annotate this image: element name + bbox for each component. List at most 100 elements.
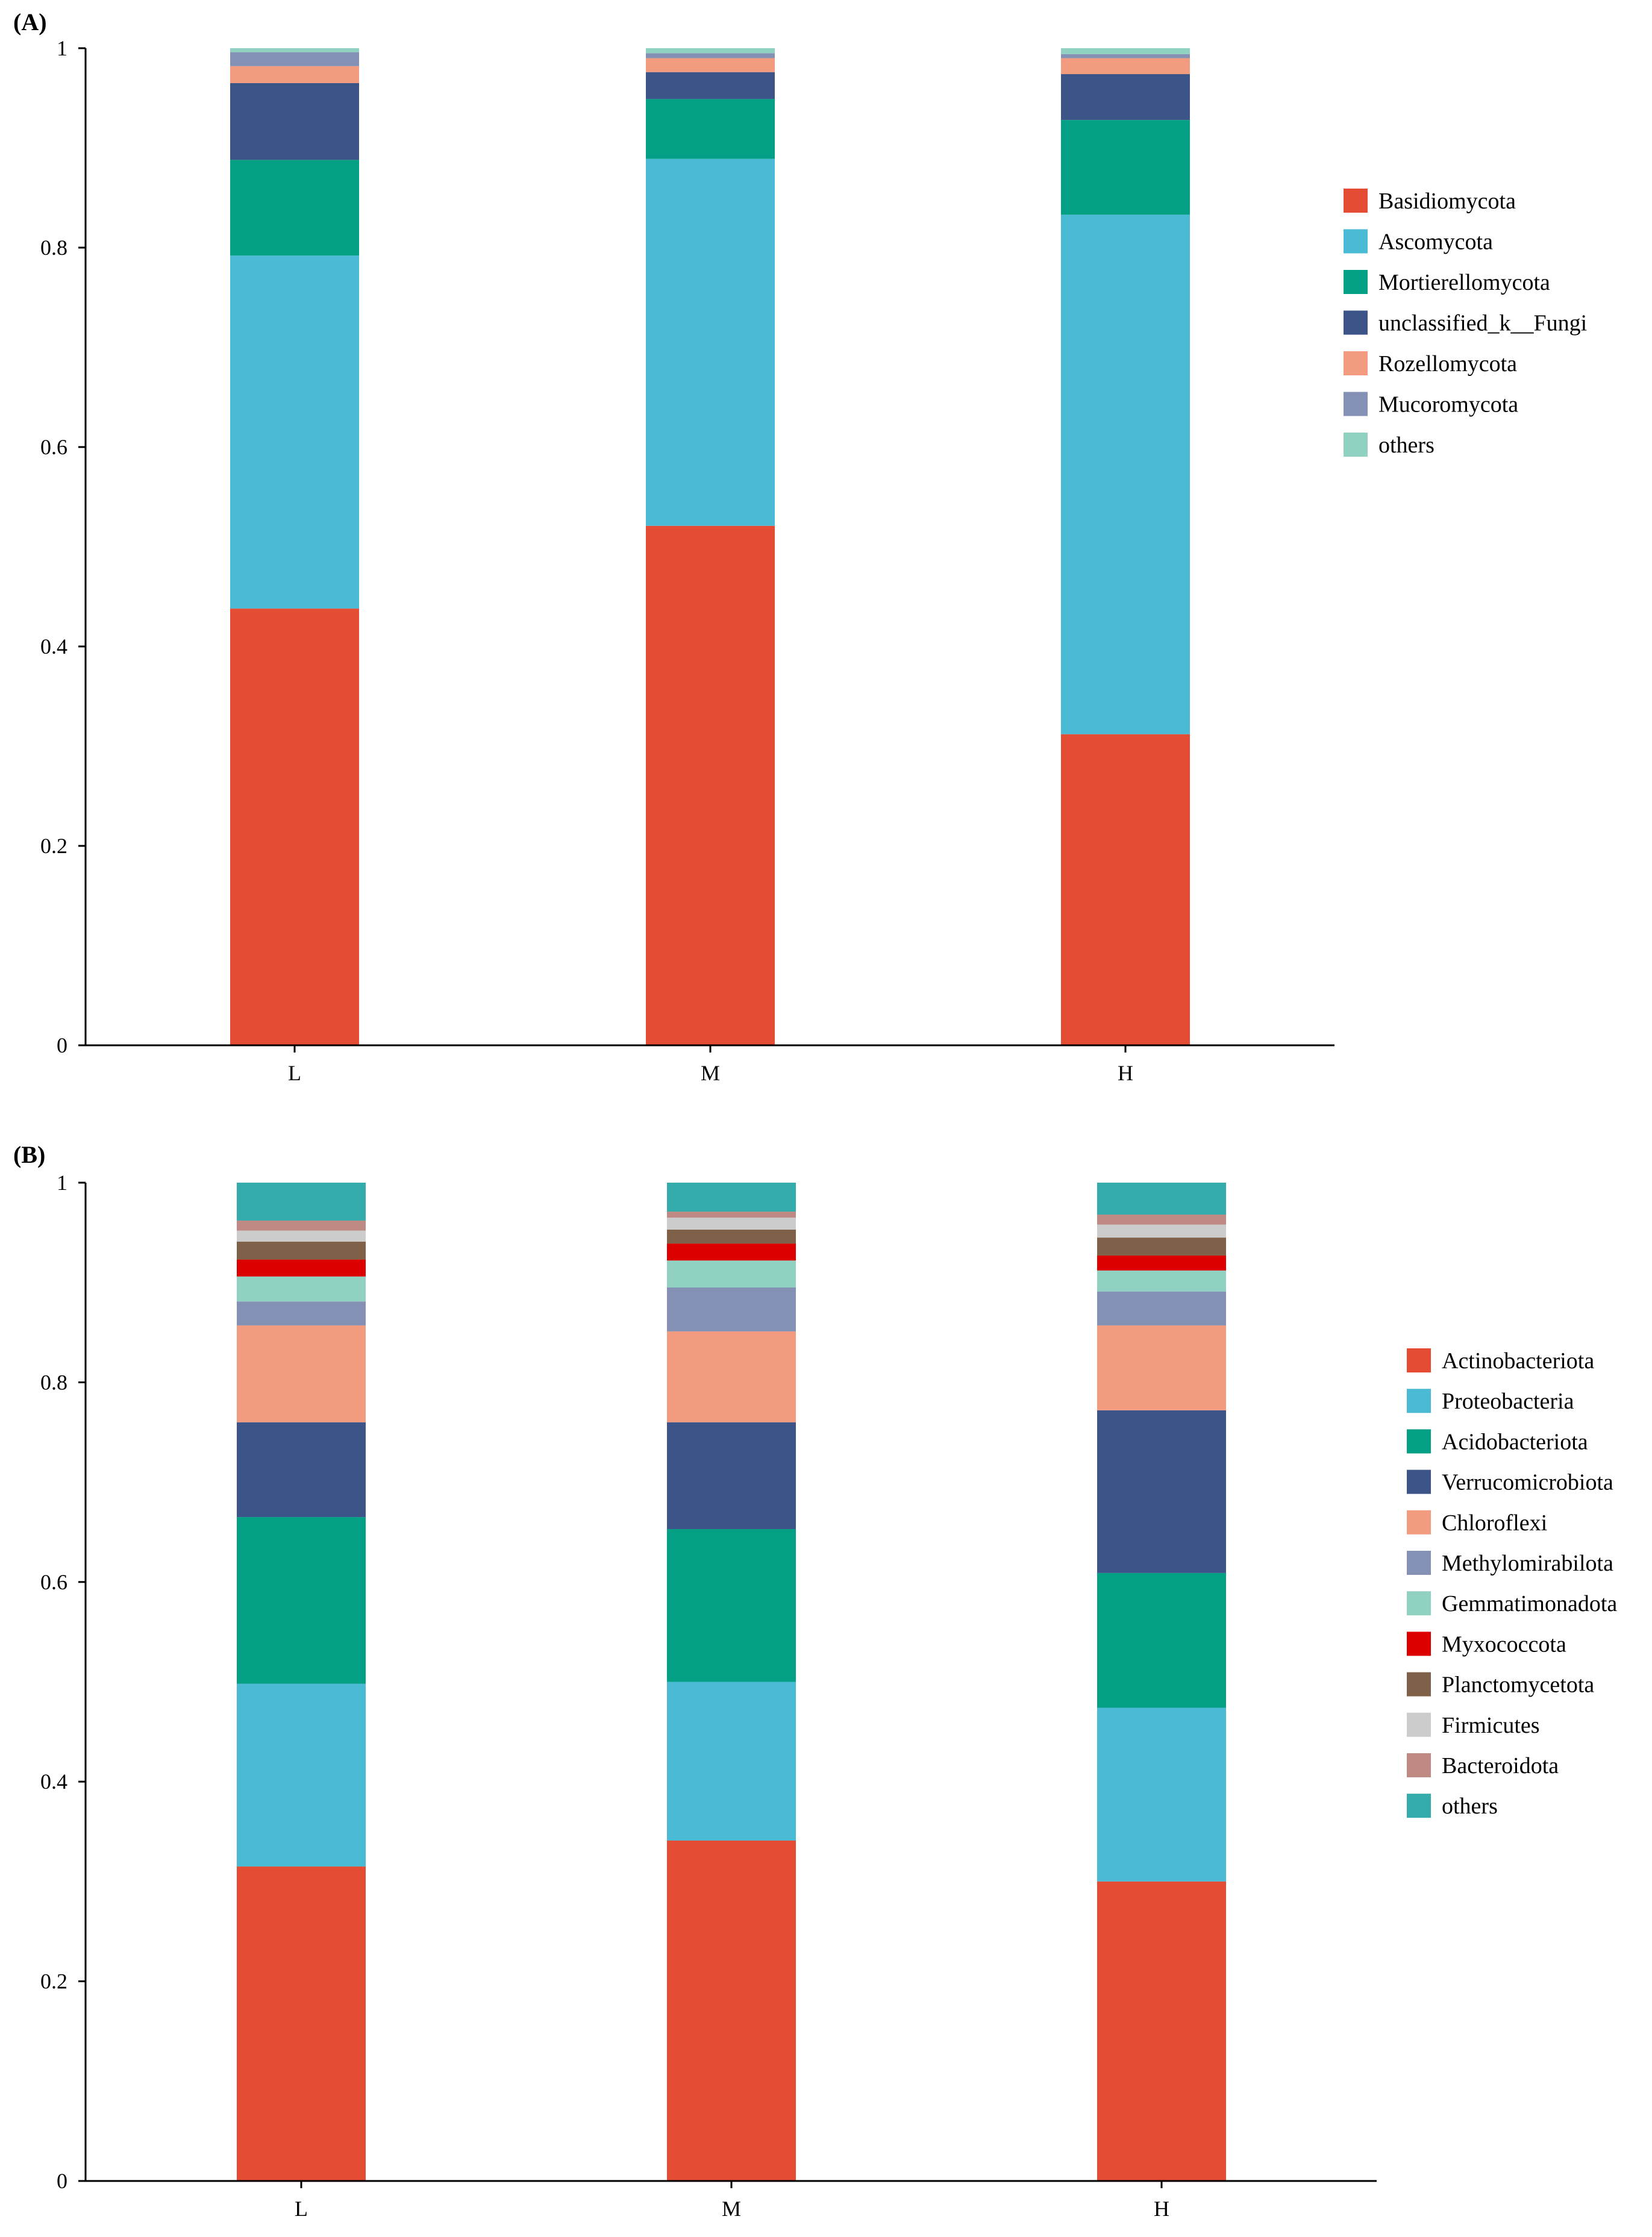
panel-b-bar-l-actinobacteriota <box>237 1866 366 2181</box>
panel-a-y-tick-label: 0.8 <box>40 236 67 260</box>
panel-a-bar-h-unclassified-k-fungi <box>1061 74 1190 120</box>
panel-b-legend: Actinobacteriota Proteobacteria Acidobacte… <box>1407 1348 1617 1819</box>
panel-b-bar-l-methylomirabilota <box>237 1301 366 1325</box>
panel-b-legend-swatch-gemmatimonadota <box>1407 1591 1431 1616</box>
panel-a-bar-m-unclassified-k-fungi <box>646 72 775 99</box>
panel-a-bar-m-basidiomycota <box>646 525 775 1045</box>
panel-b-legend-label-planctomycetota: Planctomycetota <box>1442 1672 1594 1698</box>
panel-b-legend-swatch-verrucomicrobiota <box>1407 1469 1431 1494</box>
panel-a-legend-label-mucoromycota: Mucoromycota <box>1378 392 1518 418</box>
panel-b-bar-h-bacteroidota <box>1097 1215 1226 1225</box>
panel-b-bar-m-verrucomicrobiota <box>667 1422 796 1529</box>
panel-b-bar-m-gemmatimonadota <box>667 1260 796 1287</box>
panel-a-legend-label-rozellomycota: Rozellomycota <box>1378 351 1517 377</box>
panel-b-legend-label-others: others <box>1442 1794 1498 1819</box>
panel-a-y-tick-label: 0.2 <box>40 834 67 858</box>
panel-b-y-tick-label: 0.8 <box>40 1370 67 1394</box>
panel-a-legend-swatch-unclassified-k-fungi <box>1344 310 1368 335</box>
panel-a-legend-swatch-basidiomycota <box>1344 189 1368 213</box>
panel-a-bar-m-rozellomycota <box>646 58 775 72</box>
panel-b-bar-l-others <box>237 1183 366 1221</box>
panel-b-x-tick-label-l: L <box>295 2197 308 2221</box>
panel-b-legend-swatch-acidobacteriota <box>1407 1429 1431 1454</box>
panel-b-bar-m-acidobacteriota <box>667 1528 796 1682</box>
panel-b-legend-label-chloroflexi: Chloroflexi <box>1442 1510 1547 1536</box>
panel-b-legend-swatch-actinobacteriota <box>1407 1348 1431 1372</box>
panel-b-legend-label-proteobacteria: Proteobacteria <box>1442 1389 1574 1414</box>
panel-a-legend: Basidiomycota Ascomycota Mortierellomycota… <box>1344 189 1587 458</box>
panel-b-legend-swatch-others <box>1407 1794 1431 1818</box>
panel-b-legend-swatch-methylomirabilota <box>1407 1551 1431 1575</box>
panel-b-bar-h-planctomycetota <box>1097 1237 1226 1256</box>
panel-b-legend-swatch-planctomycetota <box>1407 1672 1431 1697</box>
panel-b-bar-l-planctomycetota <box>237 1241 366 1260</box>
panel-a-bar-m-mortierellomycota <box>646 99 775 159</box>
panel-a-y-tick-label: 0 <box>57 1033 67 1057</box>
panel-b-bar-l-gemmatimonadota <box>237 1276 366 1302</box>
panel-b-legend-swatch-bacteroidota <box>1407 1753 1431 1777</box>
panel-b-legend-label-myxococcota: Myxococcota <box>1442 1632 1566 1657</box>
panel-a-x-tick-label-h: H <box>1118 1061 1133 1085</box>
panel-a-legend-swatch-rozellomycota <box>1344 351 1368 375</box>
panel-a-legend-swatch-mortierellomycota <box>1344 270 1368 294</box>
panel-a-y-tick-label: 0.4 <box>40 634 67 659</box>
panel-b-y-tick-label: 0.2 <box>40 1969 67 1994</box>
panel-b-y-tick-label: 0.6 <box>40 1570 67 1594</box>
panel-b-bar-m-methylomirabilota <box>667 1287 796 1331</box>
panel-b-legend-label-firmicutes: Firmicutes <box>1442 1713 1540 1738</box>
panel-b-bar-h-acidobacteriota <box>1097 1572 1226 1708</box>
panel-b-bar-l-myxococcota <box>237 1259 366 1277</box>
panel-b-legend-swatch-proteobacteria <box>1407 1389 1431 1413</box>
panel-a-bar-h-mucoromycota <box>1061 54 1190 58</box>
panel-a-y-tick-label: 0.6 <box>40 435 67 459</box>
panel-a-bar-l-others <box>230 48 359 52</box>
panel-a: (A) 0 0.2 0.4 0.6 0.8 1 L M H Basidiomycota Ascomyc… <box>13 8 1587 1085</box>
panel-b-bar-h-verrucomicrobiota <box>1097 1410 1226 1573</box>
panel-a-x-tick-label-l: L <box>288 1061 301 1085</box>
panel-a-bar-h-basidiomycota <box>1061 734 1190 1045</box>
panel-a-label: (A) <box>13 8 47 36</box>
panel-b-legend-label-verrucomicrobiota: Verrucomicrobiota <box>1442 1470 1613 1495</box>
panel-a-bar-h-others <box>1061 48 1190 54</box>
panel-b-y-tick-label: 0.4 <box>40 1769 67 1794</box>
panel-b-bar-h-myxococcota <box>1097 1255 1226 1271</box>
panel-a-bar-l-basidiomycota <box>230 609 359 1045</box>
panel-a-x-tick-label-m: M <box>701 1061 720 1085</box>
panel-b-y-tick-label: 1 <box>57 1171 67 1195</box>
panel-a-y-tick-label: 1 <box>57 36 67 60</box>
panel-b-label: (B) <box>13 1141 45 1168</box>
panel-b-legend-swatch-chloroflexi <box>1407 1510 1431 1535</box>
panel-a-legend-swatch-mucoromycota <box>1344 392 1368 416</box>
panel-a-bar-m-mucoromycota <box>646 53 775 58</box>
panel-b-bar-h-methylomirabilota <box>1097 1291 1226 1325</box>
panel-b-bar-m-myxococcota <box>667 1244 796 1261</box>
panel-a-legend-label-mortierellomycota: Mortierellomycota <box>1378 270 1550 295</box>
panel-b-bar-h-others <box>1097 1183 1226 1215</box>
panel-b-bar-l-firmicutes <box>237 1230 366 1242</box>
panel-b-bar-m-bacteroidota <box>667 1212 796 1218</box>
panel-b-legend-label-acidobacteriota: Acidobacteriota <box>1442 1429 1588 1454</box>
panel-b-bar-l-acidobacteriota <box>237 1517 366 1684</box>
panel-b-bar-h-firmicutes <box>1097 1224 1226 1238</box>
panel-b-bar-l-bacteroidota <box>237 1220 366 1231</box>
panel-b-bar-m-others <box>667 1183 796 1212</box>
panel-b-legend-swatch-firmicutes <box>1407 1712 1431 1737</box>
panel-a-bar-h-rozellomycota <box>1061 58 1190 75</box>
panel-b-bar-m-proteobacteria <box>667 1682 796 1841</box>
panel-b-bar-h-proteobacteria <box>1097 1707 1226 1882</box>
panel-a-legend-swatch-others <box>1344 433 1368 457</box>
panel-b-bar-h-actinobacteriota <box>1097 1881 1226 2181</box>
panel-a-bar-m-others <box>646 48 775 54</box>
panel-b-bar-m-firmicutes <box>667 1217 796 1230</box>
panel-b-legend-label-gemmatimonadota: Gemmatimonadota <box>1442 1591 1617 1616</box>
panel-b-bar-m-actinobacteriota <box>667 1840 796 2181</box>
panel-a-bar-h-ascomycota <box>1061 214 1190 734</box>
panel-a-legend-swatch-ascomycota <box>1344 229 1368 254</box>
panel-a-bar-l-mucoromycota <box>230 52 359 66</box>
panel-a-legend-label-unclassified-k-fungi: unclassified_k__Fungi <box>1378 311 1587 336</box>
panel-a-bar-l-mortierellomycota <box>230 160 359 256</box>
panel-a-bar-m-ascomycota <box>646 158 775 526</box>
panel-b-y-tick-label: 0 <box>57 2169 67 2193</box>
